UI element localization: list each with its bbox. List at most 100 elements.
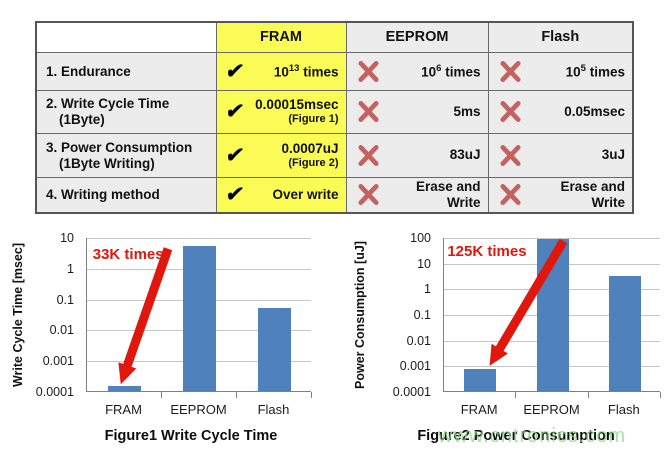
cell-value: Over write [272,186,339,202]
table-row-power-consumption: 3. Power Consumption (1Byte Writing) ✔ 0… [35,132,634,178]
x-tick-mark [311,392,312,398]
cell-value: 5ms [453,103,481,119]
header-corner-cell [35,21,217,53]
x-category-label: FRAM [460,402,498,417]
bar-fram [464,369,497,391]
cell-value: 3uJ [601,147,625,162]
column-header-eeprom: EEPROM [345,21,489,53]
cross-icon [499,100,521,123]
cell-method-eeprom: Erase and Write [345,176,489,214]
y-tick-label: 100 [410,231,431,245]
row-label-text: 2. Write Cycle Time [46,96,170,111]
x-category-label: EEPROM [170,402,227,417]
x-tick-mark [515,392,517,398]
x-tick-mark [660,392,661,398]
figure1-caption: Figure1 Write Cycle Time [104,428,278,444]
cell-value: 105 times [565,63,625,80]
row-label-text: 3. Power Consumption [46,139,193,155]
plot-area [86,238,312,398]
gridline [87,238,311,239]
cross-icon [357,184,379,206]
table-row-writing-method: 4. Writing method ✔ Over write Erase and… [35,176,634,214]
cross-icon [499,60,521,82]
x-category-label: EEPROM [523,402,580,417]
cell-write-cycle-fram: ✔ 0.00015msec (Figure 1) [215,89,347,134]
cell-value: 0.0007uJ [281,140,339,156]
cell-value: 106 times [421,63,481,80]
check-icon: ✔ [223,59,246,83]
x-category-label: FRAM [105,402,142,417]
table-row-endurance: 1. Endurance ✔ 1013 times 106 times 105 … [35,51,634,91]
y-tick-label: 0.0001 [392,385,431,399]
cell-value: Erase and [560,178,625,194]
cell-method-flash: Erase and Write [487,176,634,214]
cell-value: 1013 times [273,63,339,80]
cell-value: Erase and [415,178,481,194]
cell-value: 0.05msec [564,103,625,119]
red-arrow-icon [118,247,173,385]
cross-icon [357,100,379,123]
check-icon: ✔ [223,100,246,123]
cell-power-flash: 3uJ [487,132,634,178]
figure1-write-cycle-time-chart: Write Cycle Time [msec] 33K times Figure… [6,226,340,456]
cell-write-cycle-flash: 0.05msec [487,89,634,134]
check-icon: ✔ [223,183,246,207]
cell-power-fram: ✔ 0.0007uJ (Figure 2) [215,132,347,178]
column-header-flash: Flash [487,21,634,53]
y-tick-label: 0.001 [399,359,431,374]
cell-endurance-fram: ✔ 1013 times [215,51,347,91]
cell-note: (Figure 1) [288,113,339,125]
cell-endurance-eeprom: 106 times [345,51,489,91]
row-label-text: 4. Writing method [46,187,160,203]
y-tick-label: 1 [424,282,431,297]
table-header-row: FRAM EEPROM Flash [35,21,634,53]
annotation-33k-times: 33K times [92,246,164,264]
row-label-write-cycle-time: 2. Write Cycle Time (1Byte) [35,89,217,134]
x-category-label: Flash [257,402,290,417]
cell-value: 0.00015msec [255,97,339,112]
bar-flash [608,276,641,391]
cell-method-fram: ✔ Over write [215,176,347,214]
y-tick-label: 0.01 [406,333,431,348]
cell-write-cycle-eeprom: 5ms [345,89,489,134]
row-label-power-consumption: 3. Power Consumption (1Byte Writing) [35,132,217,178]
row-label-subtext: (1Byte Writing) [59,155,155,171]
cross-icon [499,144,521,166]
x-tick-mark [587,392,589,398]
table-row-write-cycle-time: 2. Write Cycle Time (1Byte) ✔ 0.00015mse… [35,89,634,134]
plot-area [443,238,661,398]
row-label-subtext: (1Byte) [59,112,105,127]
bar-fram [108,385,141,391]
cell-value: 83uJ [449,147,481,162]
gridline [444,238,660,239]
y-tick-label: 0.1 [413,308,431,322]
x-tick-mark [236,392,237,398]
cell-note: (Figure 2) [288,156,339,169]
x-category-label: Flash [607,402,640,417]
cell-value-line2: Write [446,194,481,210]
y-tick-label: 1 [67,261,74,276]
y-tick-label: 10 [60,231,74,245]
cross-icon [357,144,379,166]
bar-flash [258,307,291,391]
figure2-power-consumption-chart: Power Consumption [uJ] 125K times Figure… [346,226,666,456]
row-label-text: 1. Endurance [46,63,131,79]
annotation-125k-times: 125K times [447,243,527,261]
row-label-endurance: 1. Endurance [35,51,217,91]
y-tick-label: 0.0001 [35,385,74,399]
y-tick-label: 0.001 [42,354,74,369]
memory-comparison-table: FRAM EEPROM Flash 1. Endurance ✔ 1013 ti… [35,21,634,214]
red-arrow-icon [489,238,568,366]
y-tick-label: 0.1 [56,292,74,307]
cell-endurance-flash: 105 times [487,51,634,91]
y-tick-label: 10 [417,256,431,271]
x-tick-mark [161,392,162,398]
cell-power-eeprom: 83uJ [345,132,489,178]
bar-eeprom [183,246,216,391]
watermark-text: www.cntronics.com [438,425,627,447]
column-header-fram: FRAM [215,21,347,53]
figure2-caption: Figure2 Power Consumption [417,428,615,444]
y-tick-label: 0.01 [49,323,74,338]
check-icon: ✔ [223,143,246,167]
